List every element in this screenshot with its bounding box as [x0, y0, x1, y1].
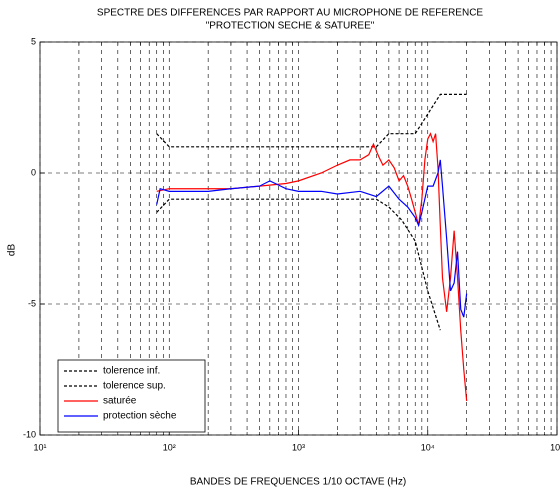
y-tick-label: 0	[31, 167, 36, 177]
x-tick-label: 10⁴	[421, 442, 435, 452]
y-axis-label: dB	[7, 244, 18, 257]
plot-frame	[39, 41, 558, 436]
chart-title: SPECTRE DES DIFFERENCES PAR RAPPORT AU M…	[97, 8, 484, 19]
series-line	[156, 93, 467, 148]
y-tick-label: -5	[28, 298, 36, 308]
legend-label: tolerence inf.	[103, 366, 160, 377]
x-axis-label: BANDES DE FREQUENCES 1/10 OCTAVE (Hz)	[190, 477, 406, 488]
legend-box	[57, 359, 206, 433]
chart-subtitle: "PROTECTION SECHE & SATUREE"	[206, 21, 375, 32]
legend-label: protection sèche	[103, 411, 177, 422]
legend-label: tolerence sup.	[103, 381, 166, 392]
x-tick-label: 10³	[292, 442, 305, 452]
series-line	[156, 198, 441, 331]
x-tick-label: 10⁵	[550, 442, 560, 452]
legend-label: saturée	[103, 396, 137, 407]
x-tick-label: 10²	[163, 442, 176, 452]
series-line	[156, 132, 468, 401]
y-tick-label: -10	[23, 429, 36, 439]
y-tick-label: 5	[31, 36, 36, 46]
series-line	[156, 159, 468, 318]
x-tick-label: 10¹	[33, 442, 46, 452]
